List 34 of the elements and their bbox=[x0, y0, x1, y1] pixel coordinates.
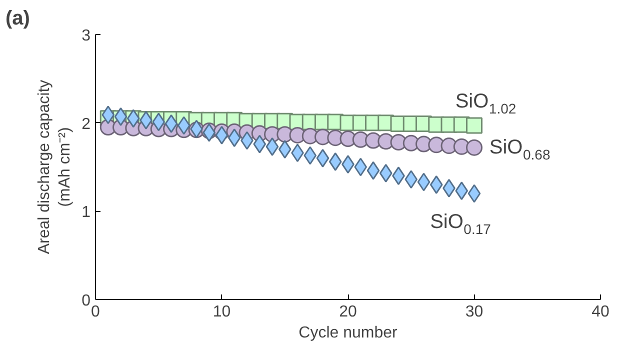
x-axis-title: Cycle number bbox=[298, 324, 398, 342]
point bbox=[328, 152, 342, 171]
point bbox=[455, 182, 468, 200]
point bbox=[417, 172, 430, 192]
point bbox=[102, 106, 115, 124]
point bbox=[316, 148, 330, 168]
y-tick-label: 1 bbox=[82, 204, 91, 222]
point bbox=[114, 107, 128, 126]
point bbox=[466, 117, 482, 134]
point bbox=[152, 112, 166, 132]
x-tick-label: 20 bbox=[339, 304, 357, 320]
point bbox=[215, 126, 228, 144]
point bbox=[278, 140, 292, 159]
point bbox=[354, 158, 368, 176]
point bbox=[404, 170, 418, 189]
point bbox=[430, 175, 443, 194]
point bbox=[379, 164, 392, 182]
text: (a) bbox=[6, 8, 30, 30]
y-tick-label: 3 bbox=[82, 28, 91, 44]
point bbox=[468, 184, 481, 203]
point bbox=[266, 137, 279, 156]
x-tick-label: 10 bbox=[212, 304, 231, 320]
x-tick-label: 30 bbox=[465, 304, 484, 320]
y-axis-title: Areal discharge capacity (mAh cm⁻²) bbox=[36, 80, 74, 254]
point bbox=[366, 161, 380, 180]
point bbox=[228, 128, 241, 148]
point bbox=[304, 146, 317, 165]
point bbox=[164, 114, 178, 133]
point bbox=[253, 134, 266, 154]
y-tick-label: 2 bbox=[82, 116, 91, 133]
y-tick-label: 0 bbox=[82, 292, 91, 310]
x-tick-label: 40 bbox=[592, 304, 610, 320]
point bbox=[177, 116, 190, 135]
point bbox=[466, 139, 482, 156]
